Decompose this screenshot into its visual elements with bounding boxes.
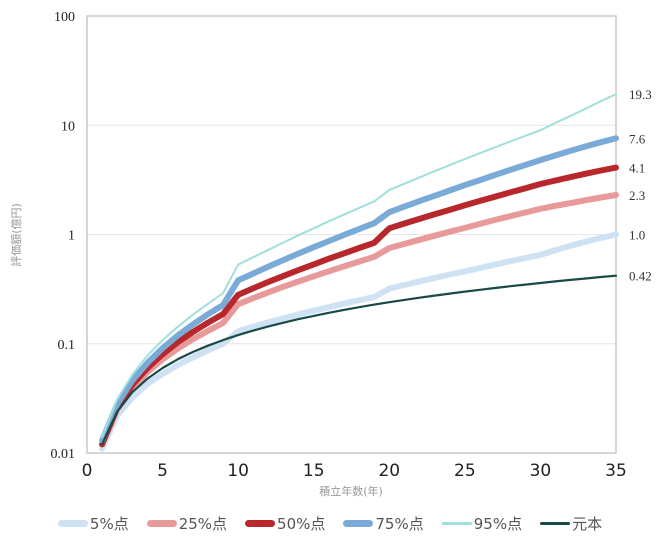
x-tick-label: 25 [454,461,476,481]
x-tick-label: 35 [605,461,627,481]
y-tick-label: 10 [61,119,75,134]
legend-swatch [57,519,88,527]
x-tick-label: 15 [303,461,325,481]
end-label-5: 0.42 [629,269,652,284]
legend-item-4: 95%点 [441,513,523,534]
x-tick-label: 5 [157,461,168,481]
legend-label: 25%点 [178,514,228,533]
legend-item-2: 50%点 [245,513,325,534]
legend-label: 75%点 [375,514,424,533]
x-axis-title: 積立年数(年) [319,484,383,498]
end-value-labels: 1.0 2.3 4.1 7.6 19.3 0.42 [629,87,652,284]
legend-label: 50%点 [277,514,326,533]
legend-swatch [245,519,276,527]
series-lines [99,93,619,452]
legend-item-5: 元本 [540,513,602,534]
y-tick-label: 0.1 [58,338,76,353]
legend-swatch [540,521,571,525]
series-line-0 [99,231,619,452]
end-label-3: 7.6 [629,131,646,146]
x-tick-label: 20 [378,461,400,481]
end-label-2: 4.1 [629,161,645,176]
legend-item-0: 5%点 [57,513,129,534]
legend-swatch [343,519,374,527]
series-line-4 [101,93,617,438]
legend-item-3: 75%点 [343,513,424,534]
series-line-5 [100,274,618,446]
end-label-1: 2.3 [629,188,645,203]
end-label-4: 19.3 [629,87,652,102]
y-axis-ticks: 0.01 0.1 1 10 100 [51,10,76,462]
legend-swatch [441,521,472,525]
legend-label: 元本 [572,514,603,533]
x-tick-label: 30 [530,461,552,481]
legend-swatch [146,519,177,527]
y-tick-label: 100 [54,10,75,25]
legend-item-1: 25%点 [146,513,228,534]
legend-label: 5%点 [89,514,129,533]
end-label-0: 1.0 [629,228,645,243]
legend: 5%点 25%点 50%点 75%点 95%点 元本 [0,508,660,538]
x-tick-label: 0 [82,461,93,481]
chart-canvas: 0.01 0.1 1 10 100 0 5 10 15 20 25 30 35 1.0 2.3 4.1 7.… [9,10,652,498]
x-tick-label: 10 [227,461,249,481]
series-line-3 [99,135,619,444]
x-axis-ticks: 0 5 10 15 20 25 30 35 [82,461,627,481]
series-line-2 [99,164,619,448]
y-tick-label: 0.01 [51,447,76,462]
legend-label: 95%点 [473,514,523,533]
y-tick-label: 1 [68,229,75,244]
series-line-1 [99,192,619,448]
y-axis-title: 評価額(億円) [9,203,23,267]
